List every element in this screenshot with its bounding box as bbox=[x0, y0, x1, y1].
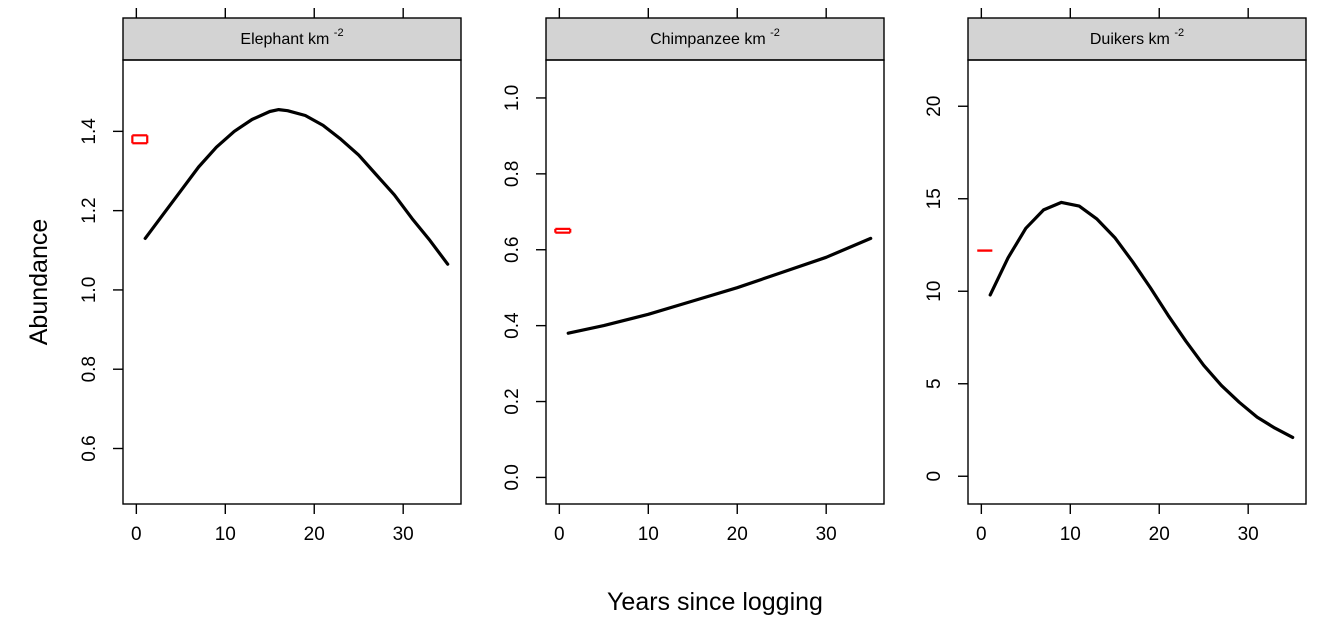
panel-3-y-tick-label: 0 bbox=[924, 471, 945, 482]
panel-2-x-tick-label: 20 bbox=[727, 524, 748, 545]
panel-2-y-tick-label: 1.0 bbox=[502, 85, 523, 111]
panel-1-series-line bbox=[143, 107, 450, 266]
panel-1-x-tick-label: 10 bbox=[215, 524, 236, 545]
panel-1-strip-title-text: Elephant km bbox=[240, 31, 333, 48]
panel-1-x-tick-label: 30 bbox=[393, 524, 414, 545]
panel-2-y-tick-label: 0.4 bbox=[502, 312, 523, 339]
panel-1-y-tick-label: 1.2 bbox=[79, 197, 100, 223]
panel-3-x-tick-label: 20 bbox=[1149, 524, 1170, 545]
panel-2-x-tick-label: 10 bbox=[638, 524, 659, 545]
panel-2-strip-title: Chimpanzee km -2 bbox=[650, 27, 780, 48]
panel-1-strip-title: Elephant km -2 bbox=[240, 27, 343, 48]
panel-2-x-tick-label: 0 bbox=[554, 524, 565, 545]
panel-2-plot-frame bbox=[545, 59, 885, 505]
panel-1-x-tick-label: 0 bbox=[131, 524, 142, 545]
panel-2-strip-title-text: Chimpanzee km bbox=[650, 31, 770, 48]
panel-3-y-tick-label: 10 bbox=[924, 281, 945, 302]
panel-2-y-tick-label: 0.6 bbox=[502, 237, 523, 263]
panel-3-series-line bbox=[988, 200, 1295, 439]
panel-2-y-tick-label: 0.0 bbox=[502, 464, 523, 490]
panel-1-y-tick-label: 0.8 bbox=[79, 356, 100, 382]
panel-3-plot-frame bbox=[967, 59, 1307, 505]
panel-1-x-tick-label: 20 bbox=[304, 524, 325, 545]
panel-3-strip-title: Duikers km -2 bbox=[1090, 27, 1184, 48]
panel-2-x-tick-label: 30 bbox=[816, 524, 837, 545]
panel-3-strip bbox=[967, 17, 1307, 61]
panel-2-strip-title-sup: -2 bbox=[770, 27, 780, 39]
panel-3-y-tick-label: 5 bbox=[924, 378, 945, 389]
panel-3-strip-title-sup: -2 bbox=[1174, 27, 1184, 39]
panel-2-series-line bbox=[566, 236, 873, 335]
y-axis-title: Abundance bbox=[25, 219, 53, 346]
panel-1-y-tick-label: 0.6 bbox=[79, 435, 100, 461]
panel-1-y-tick-label: 1.4 bbox=[79, 118, 100, 145]
x-axis-title: Years since logging bbox=[607, 588, 823, 616]
panel-3-y-tick-label: 20 bbox=[924, 96, 945, 117]
panel-3-y-tick-label: 15 bbox=[924, 188, 945, 209]
panel-1-plot-frame bbox=[122, 59, 462, 505]
panel-3-x-tick-label: 0 bbox=[976, 524, 987, 545]
panel-3-x-tick-label: 10 bbox=[1060, 524, 1081, 545]
panel-2-strip bbox=[545, 17, 885, 61]
panel-2-y-tick-label: 0.8 bbox=[502, 161, 523, 187]
panel-2-y-tick-label: 0.2 bbox=[502, 388, 523, 414]
panel-1-strip bbox=[122, 17, 462, 61]
panel-1-strip-title-sup: -2 bbox=[334, 27, 344, 39]
panel-3-strip-title-text: Duikers km bbox=[1090, 31, 1174, 48]
panel-3-x-tick-label: 30 bbox=[1238, 524, 1259, 545]
panel-1-y-tick-label: 1.0 bbox=[79, 277, 100, 303]
